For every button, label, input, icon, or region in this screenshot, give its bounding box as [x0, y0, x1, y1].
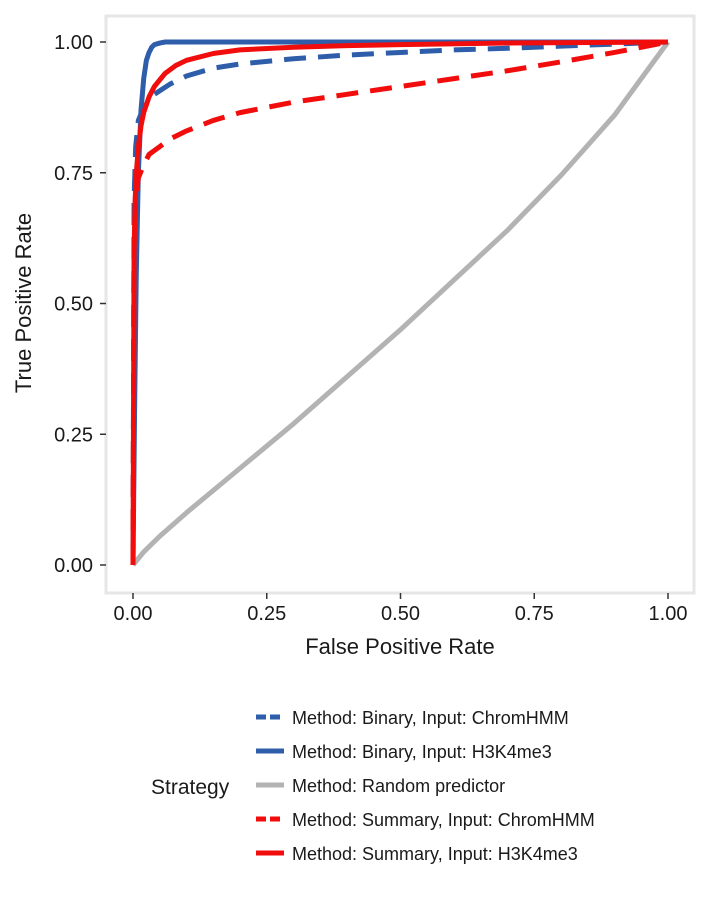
y-axis-label: True Positive Rate [11, 213, 36, 393]
y-tick-label: 0.25 [54, 424, 93, 446]
legend-label-1: Method: Binary, Input: H3K4me3 [292, 742, 552, 762]
series-layer [130, 39, 671, 567]
series-line-4 [130, 39, 669, 566]
legend-label-4: Method: Summary, Input: H3K4me3 [292, 844, 578, 864]
x-axis-label: False Positive Rate [305, 634, 495, 659]
x-tick-label: 1.00 [649, 603, 688, 625]
y-tick-label: 0.00 [54, 555, 93, 577]
y-tick-label: 0.50 [54, 294, 93, 316]
legend: Method: Binary, Input: ChromHMM Method: B… [256, 708, 595, 864]
legend-title: Strategy [151, 776, 230, 799]
x-tick-label: 0.25 [247, 603, 286, 625]
legend-label-2: Method: Random predictor [292, 776, 505, 796]
series-line-2 [131, 40, 671, 567]
legend-label-0: Method: Binary, Input: ChromHMM [292, 708, 569, 728]
axes-layer: 0.00 0.25 0.50 0.75 1.00 0.00 0.25 0.50 0.75 1.00 [54, 32, 687, 625]
y-tick-label: 1.00 [54, 32, 93, 54]
x-tick-label: 0.75 [515, 603, 554, 625]
y-tick-label: 0.75 [54, 163, 93, 185]
series-line-0 [130, 39, 669, 566]
x-tick-label: 0.50 [381, 603, 420, 625]
legend-label-3: Method: Summary, Input: ChromHMM [292, 810, 595, 830]
x-tick-label: 0.00 [114, 603, 153, 625]
